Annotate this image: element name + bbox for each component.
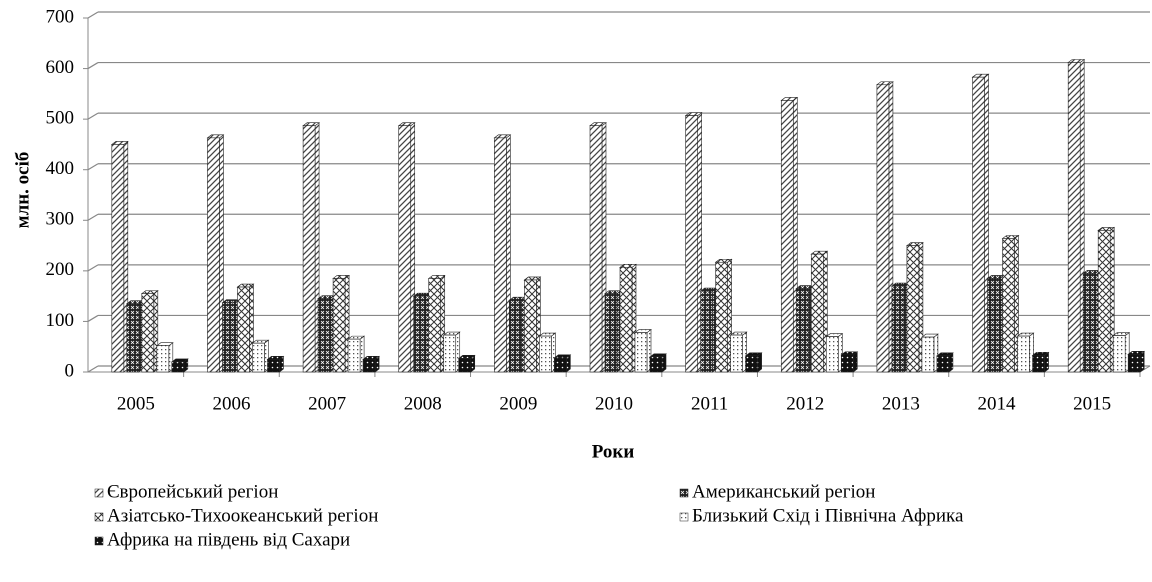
legend-label: Близький Схід і Північна Африка bbox=[692, 505, 964, 526]
bar bbox=[252, 342, 265, 373]
y-tick-label: 500 bbox=[46, 108, 75, 129]
grid-line-side bbox=[87, 11, 99, 19]
x-tick-label: 2007 bbox=[308, 393, 346, 414]
bar bbox=[302, 125, 316, 373]
bar bbox=[1032, 355, 1045, 373]
bar bbox=[604, 293, 618, 373]
x-tick-label: 2005 bbox=[117, 393, 155, 414]
bar bbox=[237, 286, 250, 373]
bar bbox=[1112, 335, 1126, 373]
bar bbox=[156, 345, 170, 373]
bar bbox=[1097, 230, 1111, 373]
legend-swatch bbox=[94, 488, 104, 498]
bar bbox=[332, 278, 346, 373]
bar bbox=[649, 356, 663, 373]
bar-side bbox=[1044, 351, 1049, 373]
bar bbox=[126, 303, 140, 373]
bar bbox=[700, 290, 713, 373]
grid-line-side bbox=[87, 163, 99, 171]
legend-swatch bbox=[679, 512, 689, 522]
bar bbox=[634, 332, 648, 373]
bar bbox=[458, 358, 472, 373]
x-tick-label: 2011 bbox=[691, 393, 728, 414]
grid-line-side bbox=[87, 213, 99, 221]
legend-swatch bbox=[94, 512, 104, 522]
bar bbox=[589, 125, 603, 373]
bar bbox=[267, 359, 280, 373]
bar bbox=[141, 293, 155, 373]
bar bbox=[936, 355, 950, 373]
bar bbox=[810, 253, 824, 373]
x-tick-label: 2014 bbox=[978, 393, 1017, 414]
x-tick-label: 2008 bbox=[404, 393, 442, 414]
bar bbox=[1067, 62, 1081, 373]
bar bbox=[443, 334, 457, 373]
bar bbox=[876, 84, 890, 373]
bar bbox=[413, 295, 427, 373]
bar bbox=[972, 76, 985, 373]
bar bbox=[685, 115, 698, 373]
grid-line-side bbox=[87, 62, 99, 70]
y-tick-label: 700 bbox=[46, 6, 75, 27]
bar bbox=[494, 137, 507, 373]
y-tick-label: 600 bbox=[46, 57, 75, 78]
bar bbox=[1017, 335, 1030, 373]
x-tick-label: 2010 bbox=[595, 393, 633, 414]
x-tick-label: 2012 bbox=[786, 393, 824, 414]
y-tick-label: 300 bbox=[46, 209, 75, 230]
bar bbox=[207, 137, 220, 373]
bar bbox=[398, 125, 412, 373]
bar bbox=[222, 302, 235, 373]
bar bbox=[1127, 353, 1141, 373]
bar bbox=[921, 336, 935, 373]
bar bbox=[428, 278, 442, 373]
legend-label: Європейський регіон bbox=[107, 481, 278, 502]
legend-label: Американський регіон bbox=[692, 481, 875, 502]
bar bbox=[1002, 238, 1015, 373]
x-tick-label: 2015 bbox=[1073, 393, 1111, 414]
x-axis-title: Роки bbox=[592, 441, 635, 462]
grid-line-side bbox=[87, 365, 99, 373]
bar bbox=[619, 267, 633, 373]
bar bbox=[745, 355, 758, 373]
x-tick-label: 2006 bbox=[212, 393, 250, 414]
y-tick-label: 0 bbox=[65, 360, 75, 381]
grid-line-side bbox=[87, 112, 99, 120]
bar bbox=[347, 338, 361, 373]
bar bbox=[554, 357, 567, 373]
bar-side bbox=[1139, 350, 1145, 373]
bar bbox=[780, 100, 794, 373]
y-axis-title: млн. осіб bbox=[12, 152, 33, 229]
bar bbox=[891, 285, 905, 373]
y-tick-label: 100 bbox=[46, 310, 75, 331]
bar bbox=[509, 299, 522, 373]
bar-side bbox=[852, 351, 858, 373]
x-tick-label: 2009 bbox=[499, 393, 537, 414]
bar bbox=[730, 334, 743, 373]
bar bbox=[111, 144, 125, 373]
y-tick-label: 200 bbox=[46, 259, 75, 280]
bar bbox=[524, 279, 537, 373]
bar bbox=[987, 278, 1000, 373]
bar bbox=[171, 361, 185, 373]
bar bbox=[539, 335, 552, 373]
grid-line-side bbox=[87, 314, 99, 322]
bar bbox=[317, 298, 331, 373]
bar bbox=[825, 336, 839, 373]
bar bbox=[795, 288, 809, 373]
legend-label: Африка на південь від Сахари bbox=[107, 529, 350, 550]
grid-line-side bbox=[87, 264, 99, 272]
bar bbox=[840, 354, 854, 373]
bar bbox=[715, 261, 728, 373]
x-tick-label: 2013 bbox=[882, 393, 920, 414]
y-tick-label: 400 bbox=[46, 158, 75, 179]
bar bbox=[1082, 273, 1096, 373]
bar bbox=[906, 245, 920, 373]
legend-swatch bbox=[94, 536, 104, 546]
legend-swatch bbox=[679, 488, 689, 498]
bar bbox=[362, 359, 376, 373]
legend-label: Азіатсько-Тихоокеанський регіон bbox=[107, 505, 378, 526]
